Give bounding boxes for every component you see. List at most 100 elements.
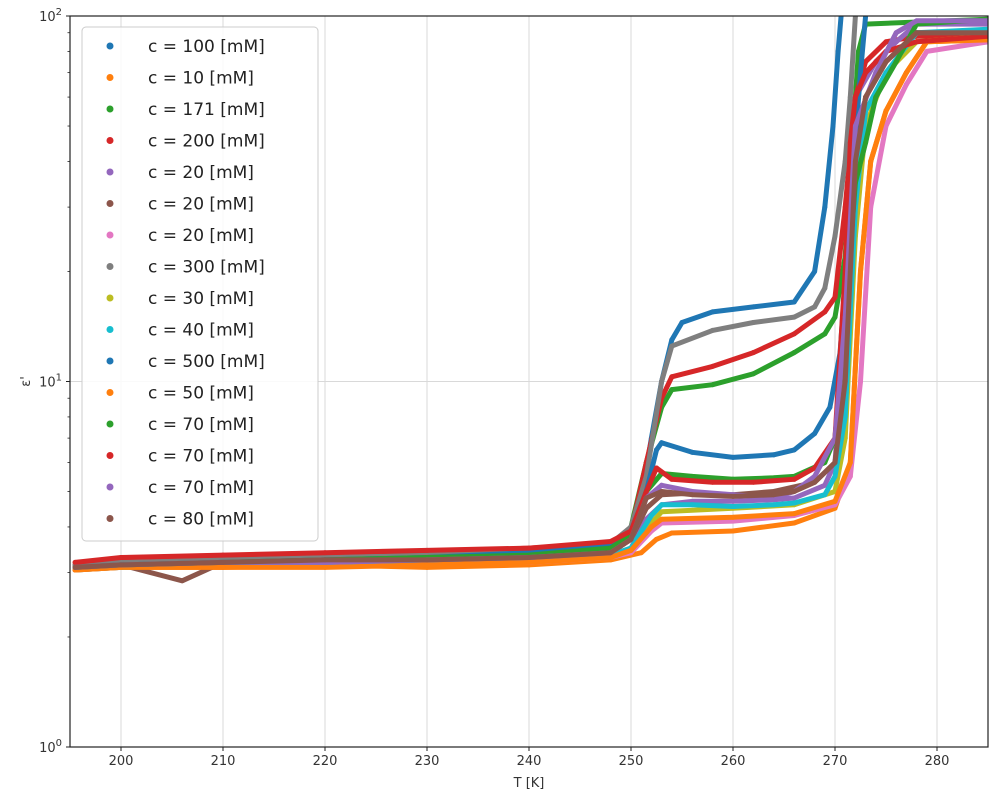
- data-point: [791, 489, 797, 495]
- legend-label: c = 500 [mM]: [148, 352, 265, 372]
- legend-label: c = 10 [mM]: [148, 69, 254, 89]
- data-point: [893, 30, 899, 36]
- data-point: [643, 489, 649, 495]
- legend-label: c = 30 [mM]: [148, 289, 254, 309]
- data-point: [812, 431, 818, 437]
- x-axis: 200 210 220 230 240 250 260 270 280: [109, 747, 950, 769]
- legend-label: c = 200 [mM]: [148, 132, 265, 152]
- data-point: [669, 387, 675, 393]
- legend-label: c = 40 [mM]: [148, 321, 254, 341]
- data-point: [791, 476, 797, 482]
- legend-item: c = 70 [mM]: [106, 415, 254, 435]
- legend-item: c = 50 [mM]: [106, 384, 254, 404]
- x-tick-label: 260: [721, 754, 746, 769]
- data-point: [689, 492, 695, 498]
- x-tick-label: 220: [313, 754, 338, 769]
- data-point: [750, 371, 756, 377]
- data-point: [526, 559, 532, 565]
- legend-label: c = 50 [mM]: [148, 384, 254, 404]
- data-point: [924, 48, 930, 54]
- data-point: [689, 473, 695, 479]
- data-point: [863, 70, 869, 76]
- data-point: [669, 343, 675, 349]
- data-point: [118, 554, 124, 560]
- legend-item: c = 30 [mM]: [106, 289, 254, 309]
- data-point: [118, 562, 124, 568]
- legend-marker: [106, 42, 114, 50]
- data-point: [858, 268, 863, 274]
- data-point: [903, 70, 909, 76]
- data-point: [628, 547, 634, 553]
- data-point: [822, 492, 828, 498]
- data-point: [847, 94, 853, 100]
- x-axis-label: T [K]: [513, 776, 545, 791]
- data-point: [791, 495, 797, 501]
- legend-item: c = 171 [mM]: [106, 100, 265, 120]
- legend-label: c = 80 [mM]: [148, 510, 254, 530]
- legend-label: c = 20 [mM]: [148, 163, 254, 183]
- data-point: [832, 460, 838, 466]
- data-point: [914, 30, 920, 36]
- x-tick-label: 280: [925, 754, 950, 769]
- data-point: [842, 414, 848, 420]
- data-point: [679, 320, 685, 326]
- data-point: [791, 331, 797, 337]
- data-point: [822, 204, 828, 210]
- legend-item: c = 70 [mM]: [106, 478, 254, 498]
- data-point: [868, 204, 874, 210]
- legend-label: c = 70 [mM]: [148, 415, 254, 435]
- legend-label: c = 300 [mM]: [148, 258, 265, 278]
- data-point: [179, 578, 185, 584]
- data-point: [847, 473, 853, 479]
- data-point: [832, 294, 838, 300]
- legend-label: c = 70 [mM]: [148, 447, 254, 467]
- x-tick-label: 210: [211, 754, 236, 769]
- legend-marker: [106, 74, 114, 81]
- data-point: [710, 382, 716, 388]
- legend-marker: [106, 326, 114, 333]
- legend-box: [81, 26, 319, 542]
- legend-item: c = 300 [mM]: [106, 258, 265, 278]
- data-point: [903, 81, 909, 87]
- legend-marker: [106, 420, 114, 428]
- data-point: [72, 559, 78, 565]
- x-tick-label: 250: [619, 754, 644, 769]
- data-point: [791, 299, 797, 305]
- data-point: [858, 379, 863, 384]
- data-point: [822, 482, 828, 488]
- data-point: [832, 233, 838, 239]
- data-point: [710, 479, 716, 485]
- legend: c = 100 [mM] c = 10 [mM] c = 171 [mM] c = 2…: [81, 26, 319, 542]
- data-point: [827, 404, 833, 410]
- data-point: [659, 502, 665, 508]
- data-point: [750, 479, 756, 485]
- data-point: [689, 449, 695, 455]
- data-point: [669, 530, 675, 536]
- data-point: [883, 123, 889, 129]
- data-point: [669, 374, 675, 380]
- data-point: [654, 536, 659, 542]
- data-point: [659, 379, 665, 384]
- series-12: [72, 37, 988, 573]
- data-point: [847, 140, 853, 146]
- data-point: [822, 331, 828, 337]
- legend-marker: [106, 515, 114, 522]
- data-point: [812, 479, 818, 485]
- x-tick-label: 200: [109, 754, 134, 769]
- data-point: [654, 447, 659, 453]
- data-point: [838, 16, 844, 19]
- data-point: [643, 495, 649, 501]
- data-point: [858, 70, 863, 76]
- data-point: [842, 158, 848, 164]
- legend-item: c = 80 [mM]: [106, 510, 254, 530]
- data-point: [659, 516, 665, 522]
- data-point: [322, 557, 328, 563]
- data-point: [812, 268, 818, 274]
- data-point: [852, 94, 858, 100]
- legend-item: c = 40 [mM]: [106, 321, 254, 341]
- legend-marker: [106, 137, 114, 144]
- data-point: [914, 39, 920, 45]
- legend-label: c = 100 [mM]: [148, 37, 265, 57]
- x-tick-label: 230: [415, 754, 440, 769]
